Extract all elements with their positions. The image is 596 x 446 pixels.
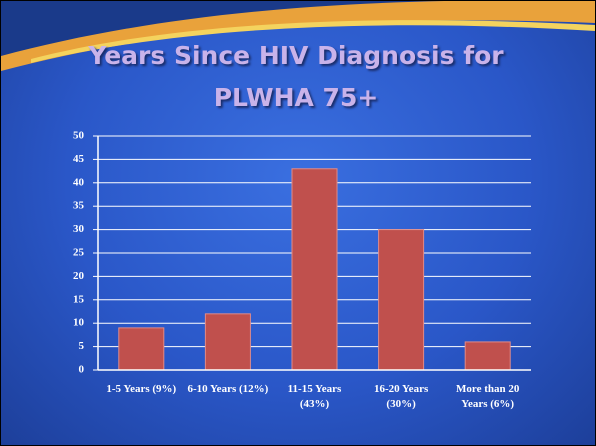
y-tick-label: 40: [73, 176, 85, 188]
y-tick-label: 25: [73, 247, 85, 259]
y-tick-label: 5: [79, 340, 85, 352]
y-tick-label: 50: [73, 130, 85, 142]
x-tick-label: 1-5 Years (9%): [99, 382, 183, 397]
x-tick-label: 6-10 Years (12%): [186, 382, 270, 397]
x-tick-label: 11-15 Years (43%): [273, 382, 357, 412]
y-tick-label: 15: [73, 293, 85, 305]
bar: [379, 230, 424, 370]
y-tick-label: 20: [73, 270, 85, 282]
bar: [292, 169, 337, 370]
x-tick-label: 16-20 Years (30%): [359, 382, 443, 412]
chart-title: Years Since HIV Diagnosis for PLWHA 75+: [61, 35, 531, 119]
bar: [205, 314, 250, 370]
y-tick-label: 0: [79, 364, 85, 376]
x-tick-label: More than 20 Years (6%): [446, 382, 530, 412]
bar: [119, 328, 164, 370]
y-tick-label: 10: [73, 317, 85, 329]
bar: [465, 342, 510, 370]
slide: 0 5 10 15 20 25 30 35 40 45 50 Years Since HIV Dia…: [0, 0, 596, 446]
y-tick-label: 45: [73, 153, 85, 165]
y-tick-label: 35: [73, 200, 85, 212]
y-tick-label: 30: [73, 223, 85, 235]
